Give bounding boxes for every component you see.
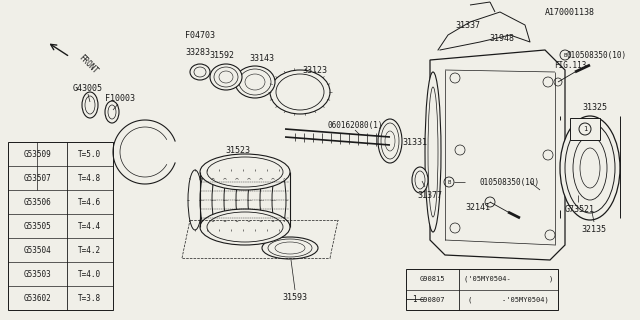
Text: 31377: 31377 <box>417 190 442 199</box>
Bar <box>570 118 600 140</box>
Text: 31593: 31593 <box>282 293 307 302</box>
Ellipse shape <box>425 72 441 232</box>
Text: G53507: G53507 <box>23 174 51 183</box>
Text: (       -'05MY0504): ( -'05MY0504) <box>468 297 549 303</box>
Text: B: B <box>563 52 566 58</box>
Text: 31592: 31592 <box>209 51 234 60</box>
Text: G43005: G43005 <box>73 84 103 92</box>
Ellipse shape <box>200 154 290 190</box>
Ellipse shape <box>260 170 274 230</box>
Text: G90815: G90815 <box>420 276 445 282</box>
Text: 31337: 31337 <box>456 20 481 29</box>
Text: 32135: 32135 <box>582 226 607 235</box>
Text: F04703: F04703 <box>185 30 215 39</box>
Ellipse shape <box>272 170 286 230</box>
Ellipse shape <box>200 170 214 230</box>
Text: G53509: G53509 <box>23 150 51 159</box>
Text: 1: 1 <box>583 126 587 132</box>
Text: G73521: G73521 <box>565 205 595 214</box>
Text: A170001138: A170001138 <box>545 7 595 17</box>
Text: B: B <box>447 180 451 185</box>
Text: 33143: 33143 <box>250 53 275 62</box>
Text: T=4.6: T=4.6 <box>78 198 101 207</box>
Text: G53506: G53506 <box>23 198 51 207</box>
Bar <box>406 269 558 310</box>
Text: T=4.8: T=4.8 <box>78 174 101 183</box>
Text: T=5.0: T=5.0 <box>78 150 101 159</box>
Ellipse shape <box>236 170 250 230</box>
Text: FRONT: FRONT <box>77 53 100 75</box>
Text: 060162080(1): 060162080(1) <box>327 121 383 130</box>
Text: 31523: 31523 <box>225 146 250 155</box>
Ellipse shape <box>378 119 402 163</box>
Text: 31331: 31331 <box>403 138 428 147</box>
Ellipse shape <box>560 116 620 220</box>
Bar <box>8 142 113 310</box>
Ellipse shape <box>212 170 226 230</box>
Text: T=4.0: T=4.0 <box>78 270 101 279</box>
Text: G53505: G53505 <box>23 222 51 231</box>
Ellipse shape <box>105 101 119 123</box>
Ellipse shape <box>270 70 330 114</box>
Ellipse shape <box>200 209 290 245</box>
Ellipse shape <box>210 64 242 90</box>
Text: 31325: 31325 <box>582 102 607 111</box>
Ellipse shape <box>262 237 318 259</box>
Text: F10003: F10003 <box>105 93 135 102</box>
Text: FIG.113: FIG.113 <box>554 60 586 69</box>
Ellipse shape <box>248 170 262 230</box>
Text: 33123: 33123 <box>303 66 328 75</box>
Ellipse shape <box>235 66 275 98</box>
Ellipse shape <box>224 170 238 230</box>
Ellipse shape <box>82 92 98 118</box>
Text: G53503: G53503 <box>23 270 51 279</box>
Ellipse shape <box>188 170 202 230</box>
Text: G90807: G90807 <box>420 297 445 303</box>
Text: T=4.4: T=4.4 <box>78 222 101 231</box>
Text: 33283: 33283 <box>186 47 211 57</box>
Text: 1: 1 <box>412 295 417 304</box>
Text: ('05MY0504-         ): ('05MY0504- ) <box>464 276 553 283</box>
Text: G53504: G53504 <box>23 246 51 255</box>
Text: 010508350(10): 010508350(10) <box>567 51 627 60</box>
Text: T=3.8: T=3.8 <box>78 294 101 303</box>
Text: 010508350(10): 010508350(10) <box>480 178 540 187</box>
Text: 31948: 31948 <box>490 34 515 43</box>
Ellipse shape <box>190 64 210 80</box>
Text: 32141: 32141 <box>465 204 490 212</box>
Text: T=4.2: T=4.2 <box>78 246 101 255</box>
Polygon shape <box>430 50 565 260</box>
Text: G53602: G53602 <box>23 294 51 303</box>
Ellipse shape <box>412 167 428 193</box>
